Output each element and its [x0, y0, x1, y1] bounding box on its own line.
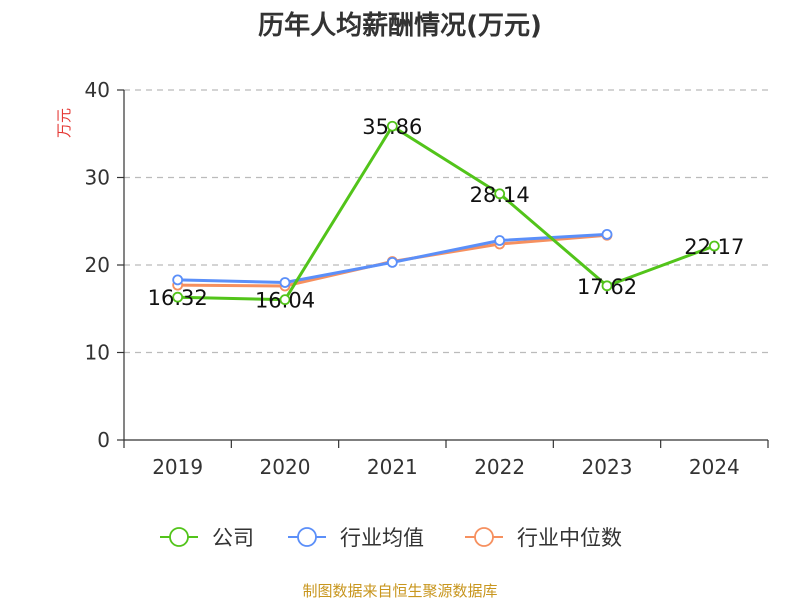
source-note: 制图数据来自恒生聚源数据库 — [302, 582, 497, 600]
x-tick-label-2023: 2023 — [582, 455, 633, 479]
series-line — [177, 124, 715, 302]
data-point[interactable] — [386, 256, 398, 268]
data-point[interactable] — [601, 228, 613, 240]
y-axis-label: 万元 — [55, 108, 73, 138]
data-point[interactable] — [708, 240, 720, 252]
legend-label: 行业中位数 — [517, 526, 622, 550]
data-label: 28.14 — [470, 183, 530, 207]
x-tick-label-2024: 2024 — [689, 455, 740, 479]
x-tick-label-2020: 2020 — [260, 455, 311, 479]
series-group — [172, 120, 720, 306]
data-label: 22.17 — [684, 235, 744, 259]
legend-marker — [474, 527, 494, 547]
data-label: 16.04 — [255, 289, 315, 313]
data-label: 17.62 — [577, 275, 637, 299]
data-label: 16.32 — [148, 286, 208, 310]
data-point[interactable] — [172, 291, 184, 303]
x-tick-label-2022: 2022 — [474, 455, 525, 479]
data-point[interactable] — [279, 294, 291, 306]
legend-marker — [297, 527, 317, 547]
y-tick-label: 20 — [85, 253, 110, 277]
legend[interactable]: 公司 行业均值 行业中位数 — [160, 526, 622, 550]
y-tick-label: 40 — [85, 78, 110, 102]
data-point[interactable] — [494, 235, 506, 246]
y-tick-label: 30 — [85, 166, 110, 190]
data-label: 35.86 — [362, 115, 422, 139]
chart-title: 历年人均薪酬情况(万元) — [258, 10, 542, 41]
legend-item-0[interactable]: 公司 — [160, 526, 254, 550]
x-tick-label-2019: 2019 — [152, 455, 203, 479]
legend-item-2[interactable]: 行业中位数 — [465, 526, 622, 550]
legend-label: 行业均值 — [340, 526, 424, 550]
y-tick-label: 10 — [85, 341, 110, 365]
legend-label: 公司 — [212, 526, 254, 550]
series-1 — [172, 228, 613, 288]
y-tick-label: 0 — [97, 428, 110, 452]
data-point[interactable] — [279, 277, 291, 288]
legend-marker — [169, 527, 189, 547]
data-point[interactable] — [172, 274, 184, 286]
series-0 — [172, 120, 720, 306]
data-labels: 16.32 16.04 35.86 28.14 17.62 22.17 — [148, 115, 745, 312]
x-tick-label-2021: 2021 — [367, 455, 418, 479]
data-point[interactable] — [601, 280, 613, 292]
data-point[interactable] — [494, 188, 506, 200]
legend-item-1[interactable]: 行业均值 — [288, 526, 424, 550]
grid-lines — [124, 89, 768, 354]
axes: 0 10 20 30 40 2019 2020 2021 2022 2023 2024 — [85, 78, 769, 479]
data-point[interactable] — [386, 120, 398, 132]
